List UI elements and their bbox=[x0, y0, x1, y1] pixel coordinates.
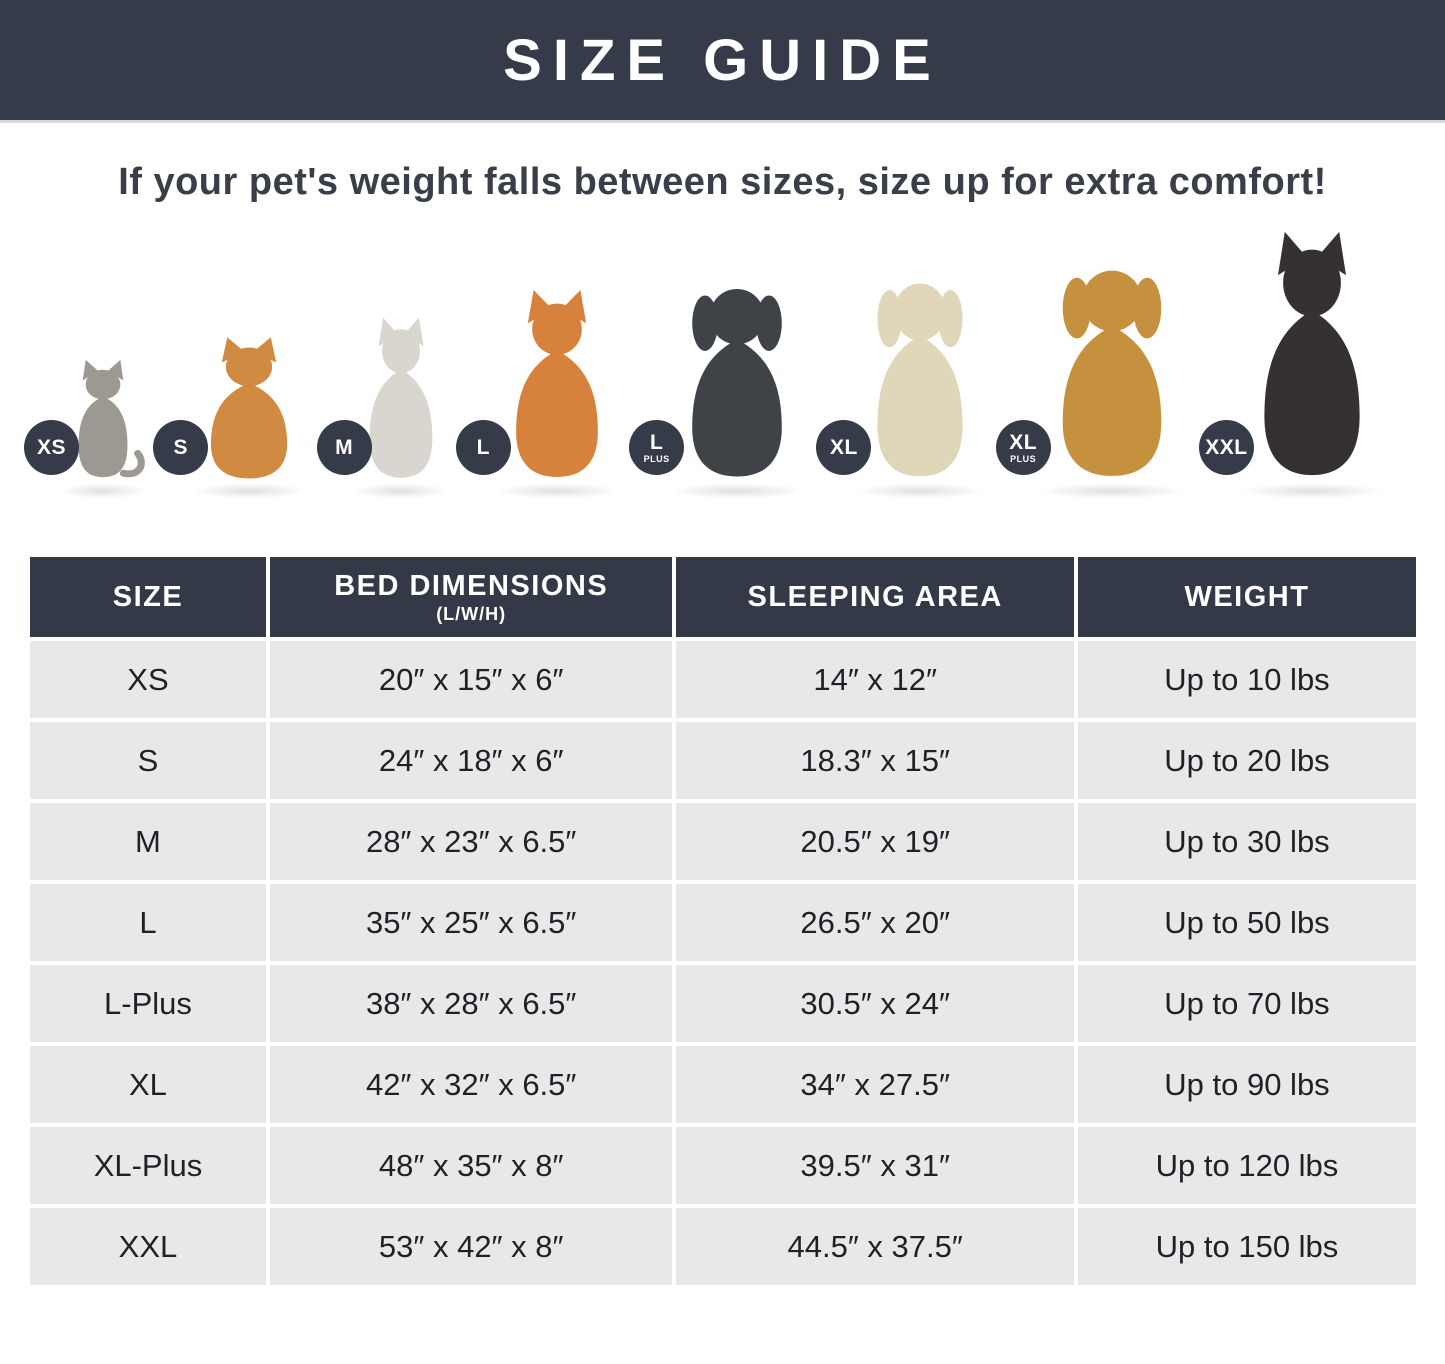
pets-size-row: XS S M L L PLUS bbox=[0, 205, 1445, 513]
size-cell: XL-Plus bbox=[30, 1127, 266, 1204]
pet-shadow bbox=[494, 483, 620, 499]
weight-cell: Up to 10 lbs bbox=[1077, 641, 1416, 718]
size-cell: L-Plus bbox=[30, 965, 266, 1042]
sizing-tip-text: If your pet's weight falls between sizes… bbox=[118, 161, 1327, 203]
size-badge-xl: XL bbox=[816, 420, 872, 475]
weight-cell: Up to 30 lbs bbox=[1077, 803, 1416, 880]
weight-cell: Up to 120 lbs bbox=[1077, 1127, 1416, 1204]
page-title: SIZE GUIDE bbox=[503, 27, 942, 93]
weight-cell: Up to 90 lbs bbox=[1077, 1046, 1416, 1123]
size-cell: M bbox=[30, 803, 266, 880]
col-header-sleeping-area: SLEEPING AREA bbox=[676, 557, 1074, 637]
bed-dimensions-cell: 48″ x 35″ x 8″ bbox=[269, 1127, 673, 1204]
bed-dimensions-cell: 35″ x 25″ x 6.5″ bbox=[269, 884, 673, 961]
pet-shadow bbox=[668, 483, 806, 499]
size-guide-banner: SIZE GUIDE bbox=[0, 0, 1445, 123]
pet-shadow bbox=[59, 483, 147, 499]
bed-dimensions-cell: 28″ x 23″ x 6.5″ bbox=[269, 803, 673, 880]
weight-cell: Up to 70 lbs bbox=[1077, 965, 1416, 1042]
weight-cell: Up to 150 lbs bbox=[1077, 1208, 1416, 1285]
sleeping-area-cell: 20.5″ x 19″ bbox=[676, 803, 1074, 880]
sleeping-area-cell: 26.5″ x 20″ bbox=[676, 884, 1074, 961]
size-guide-table: SIZE BED DIMENSIONS (L/W/H) SLEEPING ARE… bbox=[30, 557, 1416, 1285]
size-badge-s: S bbox=[153, 420, 209, 475]
sleeping-area-cell: 18.3″ x 15″ bbox=[676, 722, 1074, 799]
bed-dimensions-cell: 38″ x 28″ x 6.5″ bbox=[269, 965, 673, 1042]
pet-shadow bbox=[855, 483, 986, 499]
pet-cat: XS bbox=[24, 355, 154, 499]
size-badge-l-plus: L PLUS bbox=[629, 420, 685, 475]
bed-dimensions-cell: 20″ x 15″ x 6″ bbox=[269, 641, 673, 718]
pet-french-bulldog: M bbox=[316, 315, 457, 499]
pet-shadow bbox=[1238, 483, 1386, 499]
pet-shiba-inu: L bbox=[455, 287, 630, 499]
size-cell: XS bbox=[30, 641, 266, 718]
pet-labrador: XL bbox=[816, 265, 996, 499]
pet-doberman: XXL bbox=[1198, 228, 1397, 499]
sleeping-area-cell: 30.5″ x 24″ bbox=[676, 965, 1074, 1042]
size-badge-m: M bbox=[316, 420, 372, 475]
sleeping-area-cell: 39.5″ x 31″ bbox=[676, 1127, 1074, 1204]
weight-cell: Up to 50 lbs bbox=[1077, 884, 1416, 961]
size-cell: XL bbox=[30, 1046, 266, 1123]
col-header-size: SIZE bbox=[30, 557, 266, 637]
pet-shadow bbox=[190, 483, 308, 499]
col-header-weight: WEIGHT bbox=[1077, 557, 1416, 637]
size-cell: L bbox=[30, 884, 266, 961]
sleeping-area-cell: 14″ x 12″ bbox=[676, 641, 1074, 718]
pet-golden-retriever: XL PLUS bbox=[995, 251, 1200, 499]
bed-dimensions-cell: 24″ x 18″ x 6″ bbox=[269, 722, 673, 799]
size-cell: S bbox=[30, 722, 266, 799]
size-cell: XXL bbox=[30, 1208, 266, 1285]
pet-shadow bbox=[352, 483, 449, 499]
size-badge-l: L bbox=[455, 420, 511, 475]
weight-cell: Up to 20 lbs bbox=[1077, 722, 1416, 799]
bed-dimensions-cell: 53″ x 42″ x 8″ bbox=[269, 1208, 673, 1285]
size-badge-xxl: XXL bbox=[1198, 420, 1254, 475]
sleeping-area-cell: 44.5″ x 37.5″ bbox=[676, 1208, 1074, 1285]
bed-dimensions-cell: 42″ x 32″ x 6.5″ bbox=[269, 1046, 673, 1123]
pet-border-collie: L PLUS bbox=[629, 271, 817, 499]
col-header-bed-dimensions: BED DIMENSIONS (L/W/H) bbox=[269, 557, 673, 637]
sleeping-area-cell: 34″ x 27.5″ bbox=[676, 1046, 1074, 1123]
size-badge-xl-plus: XL PLUS bbox=[995, 420, 1051, 475]
pet-pomeranian: S bbox=[153, 335, 317, 499]
size-badge-xs: XS bbox=[24, 420, 79, 475]
pet-shadow bbox=[1036, 483, 1188, 499]
